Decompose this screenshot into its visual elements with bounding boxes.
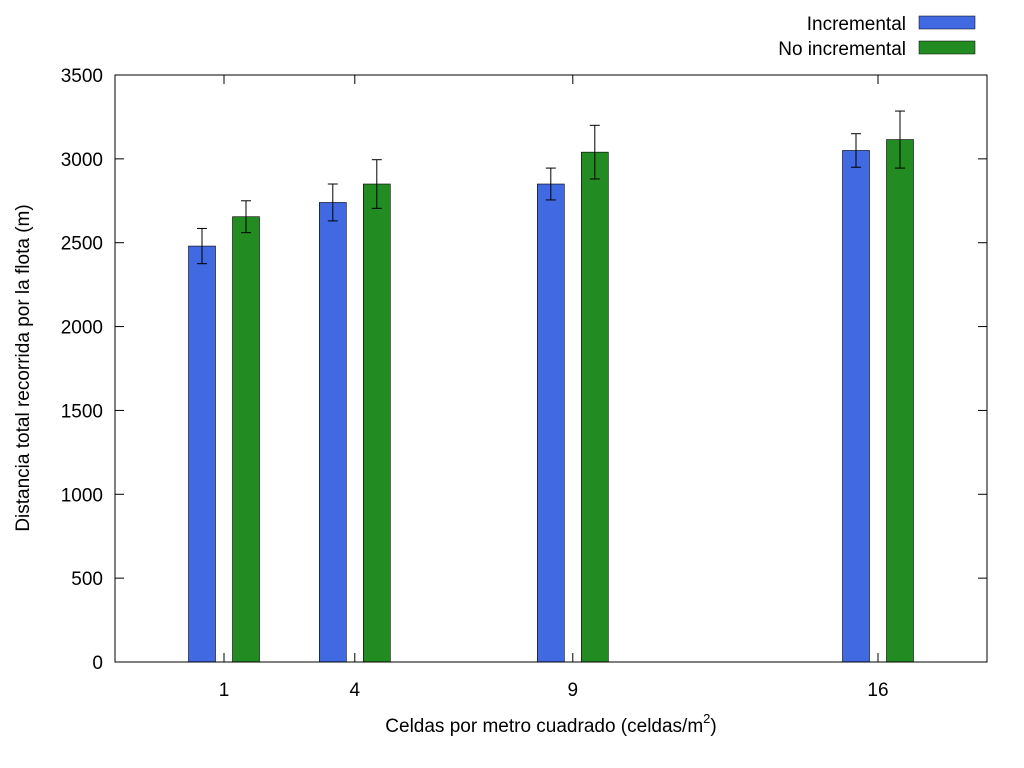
bar-incremental <box>536 183 565 663</box>
axis-ticks <box>115 74 987 663</box>
x-tick-label: 16 <box>867 680 888 701</box>
x-tick-label: 9 <box>568 680 579 701</box>
legend-label-no-incremental: No incremental <box>778 39 906 60</box>
legend-label-incremental: Incremental <box>807 14 906 35</box>
x-tick-label: 1 <box>219 680 230 701</box>
bar-no-incremental <box>232 216 260 663</box>
plot-frame <box>114 74 988 663</box>
bars <box>188 110 914 663</box>
y-tick-label: 0 <box>92 653 103 674</box>
y-tick-label: 3000 <box>61 150 103 171</box>
y-tick-label: 1500 <box>61 401 103 422</box>
y-axis-label: Distancia total recorrida por la flota (… <box>13 204 34 531</box>
bar-incremental <box>318 202 347 663</box>
bar-no-incremental <box>362 183 391 663</box>
y-tick-label: 2000 <box>61 318 103 339</box>
bar-incremental <box>188 245 216 663</box>
bar-no-incremental <box>580 151 609 663</box>
x-tick-label: 4 <box>350 680 361 701</box>
x-axis-label: Celdas por metro cuadrado (celdas/m2) <box>385 711 716 737</box>
x-axis-label-text: Celdas por metro cuadrado (celdas/m <box>385 716 703 737</box>
x-axis-label-suffix: ) <box>710 716 716 737</box>
legend-swatch-incremental <box>918 15 976 30</box>
y-tick-label: 2500 <box>61 234 103 255</box>
bar-no-incremental <box>886 139 914 663</box>
legend: Incremental No incremental <box>778 14 976 60</box>
y-tick-label: 500 <box>71 569 103 590</box>
tick-labels: 0 500 1000 1500 2000 2500 3000 3500 1 4 9 16 <box>61 66 889 701</box>
legend-swatch-no-incremental <box>918 40 976 55</box>
x-axis-label-superscript: 2 <box>703 711 710 726</box>
y-tick-label: 3500 <box>61 66 103 87</box>
bar-incremental <box>842 150 870 663</box>
y-tick-label: 1000 <box>61 485 103 506</box>
